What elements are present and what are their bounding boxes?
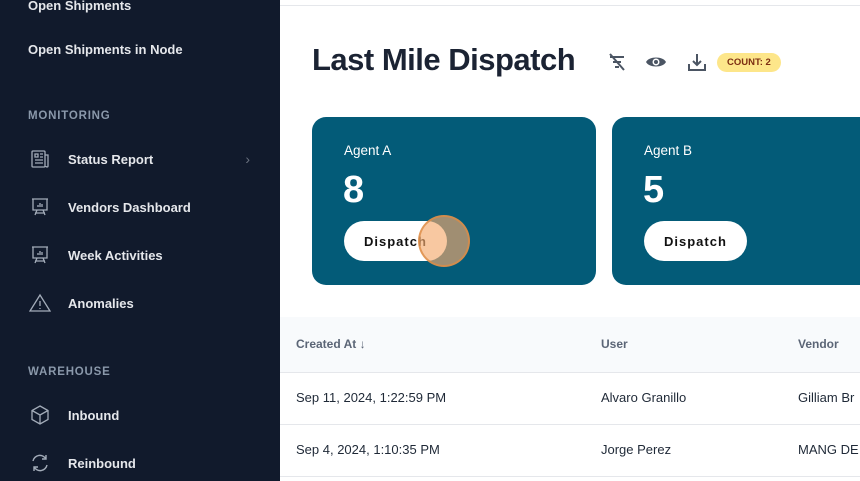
refresh-icon [28,451,52,475]
sidebar-item-status-report[interactable]: Status Report › [28,143,250,175]
download-icon[interactable] [685,50,709,74]
agent-card-a: Agent A 8 Dispatch [312,117,596,285]
presentation-chart-icon [28,243,52,267]
cube-icon [28,403,52,427]
cell-vendor: MANG DE [798,442,859,457]
sidebar-item-label: Week Activities [68,247,163,263]
warning-icon [28,291,52,315]
dispatch-button[interactable]: Dispatch [644,221,747,261]
agent-count: 5 [643,169,665,211]
sidebar-item-week-activities[interactable]: Week Activities [28,239,250,271]
column-vendor[interactable]: Vendor [798,337,839,351]
agent-card-b: Agent B 5 Dispatch [612,117,860,285]
eye-icon[interactable] [644,50,668,74]
sidebar-item-vendors-dashboard[interactable]: Vendors Dashboard [28,191,250,223]
table-row[interactable]: Sep 11, 2024, 1:22:59 PM Alvaro Granillo… [280,373,860,425]
arrow-down-icon: ↓ [359,337,366,351]
table-header: Created At ↓ User Vendor [280,317,860,373]
sidebar-item-anomalies[interactable]: Anomalies [28,287,250,319]
table-row[interactable]: Sep 4, 2024, 1:10:35 PM Jorge Perez MANG… [280,425,860,477]
cell-vendor: Gilliam Br [798,390,855,405]
presentation-chart-icon [28,195,52,219]
page-title: Last Mile Dispatch [312,42,576,77]
section-monitoring: MONITORING [28,110,111,122]
cell-user: Alvaro Granillo [601,390,687,405]
sidebar-item-label: Anomalies [68,295,134,311]
agent-count: 8 [343,169,365,211]
sidebar-item-label: Reinbound [68,455,136,471]
count-badge: COUNT: 2 [717,53,781,72]
cell-created-at: Sep 4, 2024, 1:10:35 PM [296,442,440,457]
click-indicator [418,215,470,267]
agent-name: Agent A [344,143,392,158]
chevron-right-icon: › [245,151,250,167]
cell-created-at: Sep 11, 2024, 1:22:59 PM [296,390,447,405]
section-warehouse: WAREHOUSE [28,366,111,378]
sidebar-item-label: Vendors Dashboard [68,199,191,215]
sidebar-item-open-shipments[interactable]: Open Shipments [28,0,132,13]
sidebar-item-reinbound[interactable]: Reinbound [28,447,250,479]
sidebar-item-open-shipments-node[interactable]: Open Shipments in Node [28,42,183,57]
sidebar-item-label: Status Report [68,151,154,167]
agent-name: Agent B [644,143,693,158]
sidebar-item-inbound[interactable]: Inbound [28,399,250,431]
sidebar-item-label: Inbound [68,407,120,423]
divider [280,5,860,6]
column-created-at[interactable]: Created At ↓ [296,337,366,351]
column-user[interactable]: User [601,337,628,351]
cell-user: Jorge Perez [601,442,672,457]
sidebar: Open Shipments Open Shipments in Node MO… [0,0,280,481]
newspaper-icon [28,147,52,171]
main-content: Last Mile Dispatch COUNT: 2 Agent A 8 Di… [280,0,860,481]
filter-off-icon[interactable] [605,50,629,74]
